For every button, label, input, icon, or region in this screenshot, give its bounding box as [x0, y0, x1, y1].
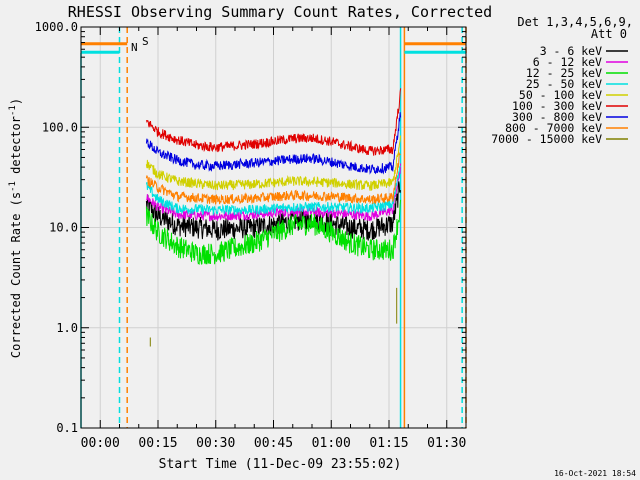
- x-tick-label: 01:00: [312, 436, 351, 451]
- legend-entry-label: 25 - 50 keV: [526, 77, 602, 91]
- y-axis-label-exponent-1: -1: [8, 181, 18, 192]
- series-line-8: [149, 287, 398, 347]
- legend-header: Det 1,3,4,5,6,9, Att 0: [517, 15, 633, 41]
- x-tick-label: 00:30: [196, 436, 235, 451]
- x-tick-label: 01:15: [369, 436, 408, 451]
- render-timestamp: 16-Oct-2021 18:54: [554, 469, 636, 478]
- y-tick-label: 100.0: [42, 120, 78, 134]
- x-axis-label: Start Time (11-Dec-09 23:55:02): [159, 457, 402, 472]
- legend-entry-label: 300 - 800 keV: [512, 110, 602, 124]
- legend-entry-label: 7000 - 15000 keV: [491, 132, 602, 146]
- series-line-4: [145, 135, 402, 191]
- legend-entry-label: 12 - 25 keV: [526, 66, 602, 80]
- series-lines: [145, 88, 402, 347]
- legend-entry-label: 100 - 300 keV: [512, 99, 602, 113]
- x-tick-label: 00:00: [81, 436, 120, 451]
- legend-entry-label: 800 - 7000 keV: [505, 121, 602, 135]
- series-line-7: [145, 151, 401, 205]
- legend-entry-label: 3 - 6 keV: [540, 44, 602, 58]
- y-tick-label: 0.1: [56, 421, 78, 435]
- legend-entry-label: 6 - 12 keV: [533, 55, 602, 69]
- y-tick-label: 1000.0: [35, 20, 78, 34]
- series-line-0: [145, 181, 402, 241]
- series-line-5: [145, 88, 402, 156]
- x-tick-label: 00:45: [254, 436, 293, 451]
- y-axis-label-middle: detector: [9, 116, 23, 181]
- x-tick-label: 00:15: [138, 436, 177, 451]
- series-line-3: [145, 165, 401, 216]
- flag-label-night: N: [131, 41, 138, 54]
- flag-label-saa: S: [142, 35, 149, 48]
- y-tick-label: 10.0: [49, 221, 78, 235]
- legend-header-line-1: Det 1,3,4,5,6,9,: [517, 15, 633, 29]
- y-axis-label: Corrected Count Rate (s-1 detector-1): [8, 98, 23, 358]
- series-line-6: [145, 112, 402, 175]
- y-axis-label-exponent-2: -1: [8, 105, 18, 116]
- legend-entry-label: 50 - 100 keV: [519, 88, 602, 102]
- y-axis-label-base: Corrected Count Rate (s: [9, 192, 23, 358]
- y-axis-label-end: ): [9, 98, 23, 105]
- chart-title: RHESSI Observing Summary Count Rates, Co…: [68, 3, 492, 21]
- y-tick-label: 1.0: [56, 321, 78, 335]
- x-tick-label: 01:30: [427, 436, 466, 451]
- y-axis-ticks: 1000.0 100.0 10.0 1.0 0.1: [35, 20, 466, 435]
- series-line-2: [145, 199, 402, 265]
- x-axis-ticks: 00:00 00:15 00:30 00:45 01:00 01:15 01:30: [80, 27, 467, 451]
- legend-header-line-2: Att 0: [591, 27, 627, 41]
